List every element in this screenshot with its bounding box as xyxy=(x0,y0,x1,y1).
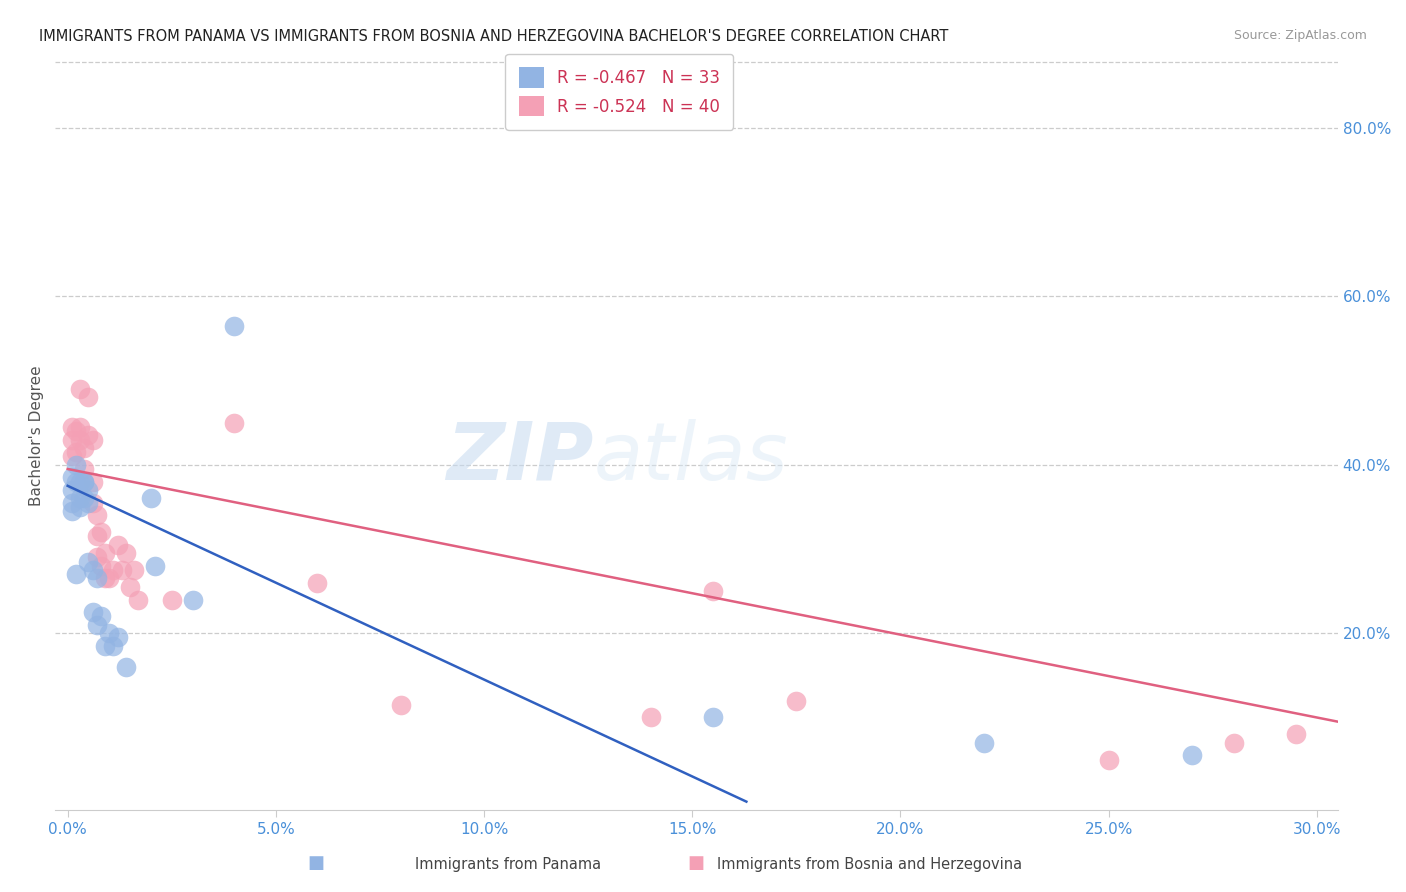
Point xyxy=(60,433,83,447)
Point xyxy=(389,698,412,712)
Point xyxy=(60,470,83,484)
Point xyxy=(103,563,125,577)
Point xyxy=(86,550,108,565)
Point xyxy=(60,504,83,518)
Point xyxy=(86,572,108,586)
Point xyxy=(143,558,166,573)
Point xyxy=(82,475,104,489)
Point xyxy=(65,445,87,459)
Point xyxy=(103,639,125,653)
Text: Immigrants from Bosnia and Herzegovina: Immigrants from Bosnia and Herzegovina xyxy=(717,857,1022,872)
Point xyxy=(111,563,134,577)
Point xyxy=(69,491,91,506)
Point xyxy=(69,420,91,434)
Text: ■: ■ xyxy=(688,855,704,872)
Text: IMMIGRANTS FROM PANAMA VS IMMIGRANTS FROM BOSNIA AND HERZEGOVINA BACHELOR'S DEGR: IMMIGRANTS FROM PANAMA VS IMMIGRANTS FRO… xyxy=(39,29,949,44)
Point xyxy=(1285,727,1308,741)
Point xyxy=(73,475,96,489)
Point xyxy=(69,382,91,396)
Point xyxy=(107,538,129,552)
Point xyxy=(73,475,96,489)
Point xyxy=(94,546,117,560)
Point xyxy=(1181,748,1204,763)
Point xyxy=(77,483,100,497)
Point xyxy=(60,420,83,434)
Point xyxy=(785,693,807,707)
Point xyxy=(60,450,83,464)
Point xyxy=(60,483,83,497)
Point xyxy=(224,318,246,333)
Point xyxy=(115,660,138,674)
Point xyxy=(120,580,142,594)
Point xyxy=(65,567,87,582)
Point xyxy=(139,491,162,506)
Point xyxy=(65,475,87,489)
Point xyxy=(86,529,108,543)
Point xyxy=(181,592,204,607)
Point xyxy=(60,496,83,510)
Point xyxy=(702,710,724,724)
Point xyxy=(307,575,329,590)
Point xyxy=(127,592,149,607)
Point xyxy=(77,391,100,405)
Text: atlas: atlas xyxy=(593,418,789,497)
Point xyxy=(107,631,129,645)
Text: Immigrants from Panama: Immigrants from Panama xyxy=(415,857,600,872)
Point xyxy=(90,525,112,540)
Point xyxy=(702,584,724,599)
Point xyxy=(82,563,104,577)
Point xyxy=(77,555,100,569)
Point xyxy=(82,605,104,619)
Text: ZIP: ZIP xyxy=(447,418,593,497)
Point xyxy=(77,428,100,442)
Point xyxy=(90,609,112,624)
Point xyxy=(65,424,87,438)
Point xyxy=(640,710,662,724)
Point xyxy=(1097,752,1119,766)
Point xyxy=(94,572,117,586)
Point xyxy=(224,416,246,430)
Point xyxy=(69,500,91,514)
Text: ■: ■ xyxy=(308,855,325,872)
Point xyxy=(115,546,138,560)
Point xyxy=(973,736,995,750)
Point xyxy=(98,572,121,586)
Y-axis label: Bachelor's Degree: Bachelor's Degree xyxy=(30,365,44,506)
Point xyxy=(73,441,96,455)
Point xyxy=(82,433,104,447)
Point xyxy=(69,475,91,489)
Point xyxy=(94,639,117,653)
Point xyxy=(65,458,87,472)
Point xyxy=(77,496,100,510)
Text: Source: ZipAtlas.com: Source: ZipAtlas.com xyxy=(1233,29,1367,42)
Legend: R = -0.467   N = 33, R = -0.524   N = 40: R = -0.467 N = 33, R = -0.524 N = 40 xyxy=(505,54,734,129)
Point xyxy=(82,496,104,510)
Point xyxy=(98,626,121,640)
Point xyxy=(124,563,146,577)
Point xyxy=(90,558,112,573)
Point xyxy=(1222,736,1244,750)
Point xyxy=(73,462,96,476)
Point xyxy=(69,433,91,447)
Point xyxy=(86,508,108,523)
Point xyxy=(86,617,108,632)
Point xyxy=(73,491,96,506)
Point xyxy=(160,592,183,607)
